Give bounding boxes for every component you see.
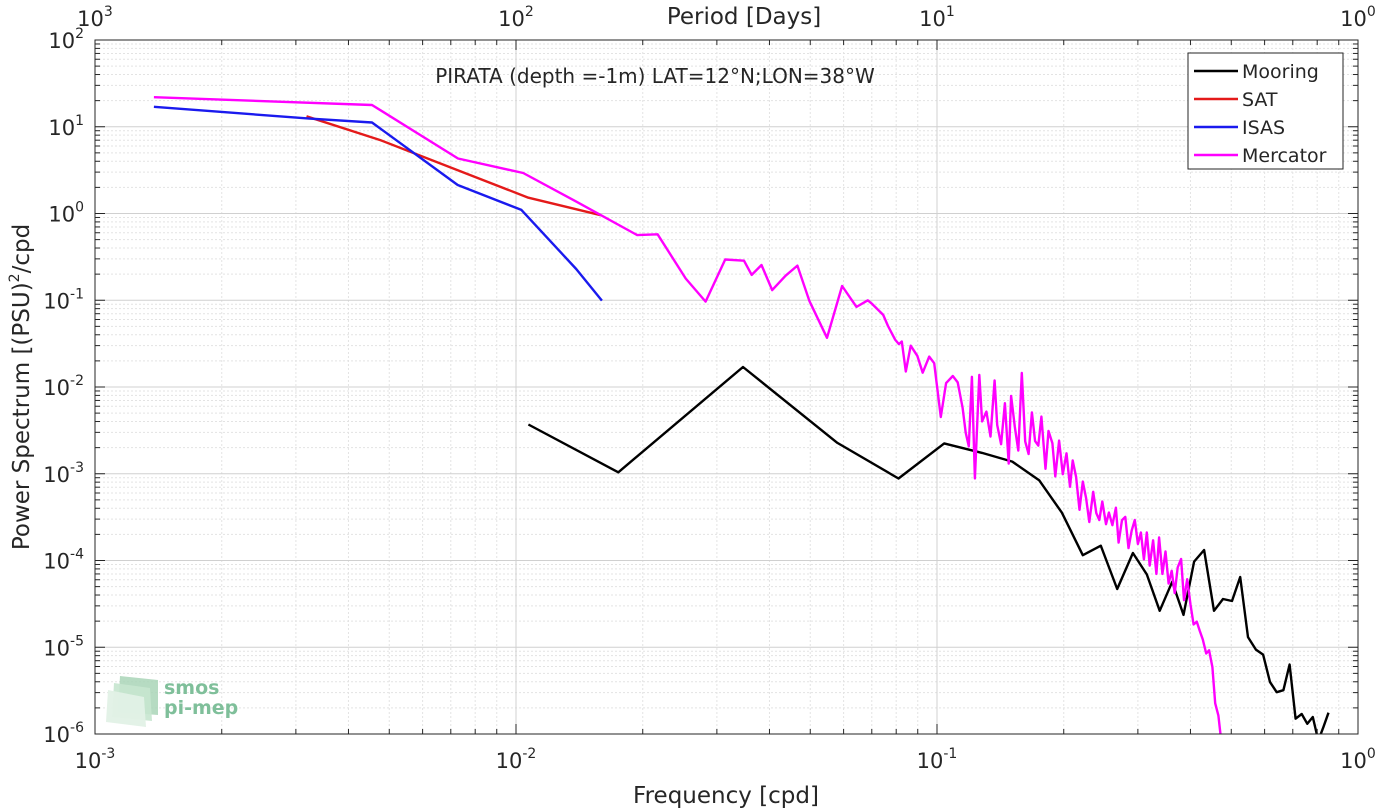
y-tick-label: 10-4 bbox=[43, 547, 84, 574]
y-axis-label-superscript: 2 bbox=[7, 273, 23, 282]
chart-title: PIRATA (depth =-1m) LAT=12°N;LON=38°W bbox=[435, 64, 875, 88]
left-tick-labels: 10-6 10-5 10-4 10-3 10-2 10-1 100 101 102 bbox=[43, 26, 84, 747]
top-axis-label: Period [Days] bbox=[667, 4, 821, 30]
series-line-mercator bbox=[153, 96, 1222, 734]
x-tick-label: 10-2 bbox=[496, 746, 537, 773]
y-tick-label: 10-1 bbox=[43, 286, 84, 313]
smos-pimep-logo: smos pi-mep bbox=[106, 676, 238, 727]
x-axis-label: Frequency [cpd] bbox=[633, 783, 819, 809]
legend-label-mooring: Mooring bbox=[1242, 61, 1319, 83]
top-tick-label: 103 bbox=[77, 4, 113, 31]
y-tick-label: 100 bbox=[48, 200, 84, 227]
top-tick-labels: 103 102 101 100 bbox=[77, 4, 1376, 31]
top-tick-label: 100 bbox=[1340, 4, 1376, 31]
series-line-sat bbox=[306, 115, 602, 217]
y-tick-label: 101 bbox=[48, 113, 84, 140]
y-tick-label: 10-6 bbox=[43, 720, 84, 747]
x-tick-label: 100 bbox=[1340, 746, 1376, 773]
legend-label-mercator: Mercator bbox=[1242, 145, 1327, 167]
logo-text-pimep: pi-mep bbox=[164, 697, 238, 719]
y-tick-label: 102 bbox=[48, 26, 84, 53]
series-line-mooring bbox=[527, 365, 1330, 734]
x-tick-label: 10-1 bbox=[917, 746, 958, 773]
legend-label-sat: SAT bbox=[1242, 89, 1278, 111]
top-tick-label: 101 bbox=[919, 4, 955, 31]
series-line-isas bbox=[153, 105, 603, 302]
bottom-tick-labels: 10-3 10-2 10-1 100 bbox=[75, 746, 1376, 773]
logo-wave-front bbox=[106, 690, 146, 727]
legend-label-isas: ISAS bbox=[1242, 117, 1285, 139]
legend: Mooring SAT ISAS Mercator bbox=[1187, 52, 1344, 170]
series-layer bbox=[153, 96, 1330, 734]
y-tick-label: 10-5 bbox=[43, 633, 84, 660]
logo-text-smos: smos bbox=[164, 677, 219, 699]
y-axis-label: Power Spectrum [(PSU)2/cpd bbox=[7, 224, 35, 550]
tick-marks bbox=[94, 39, 1359, 735]
x-tick-label: 10-3 bbox=[75, 746, 116, 773]
legend-box bbox=[1187, 52, 1344, 170]
y-tick-label: 10-2 bbox=[43, 373, 84, 400]
top-tick-label: 102 bbox=[498, 4, 534, 31]
y-tick-label: 10-3 bbox=[43, 460, 84, 487]
